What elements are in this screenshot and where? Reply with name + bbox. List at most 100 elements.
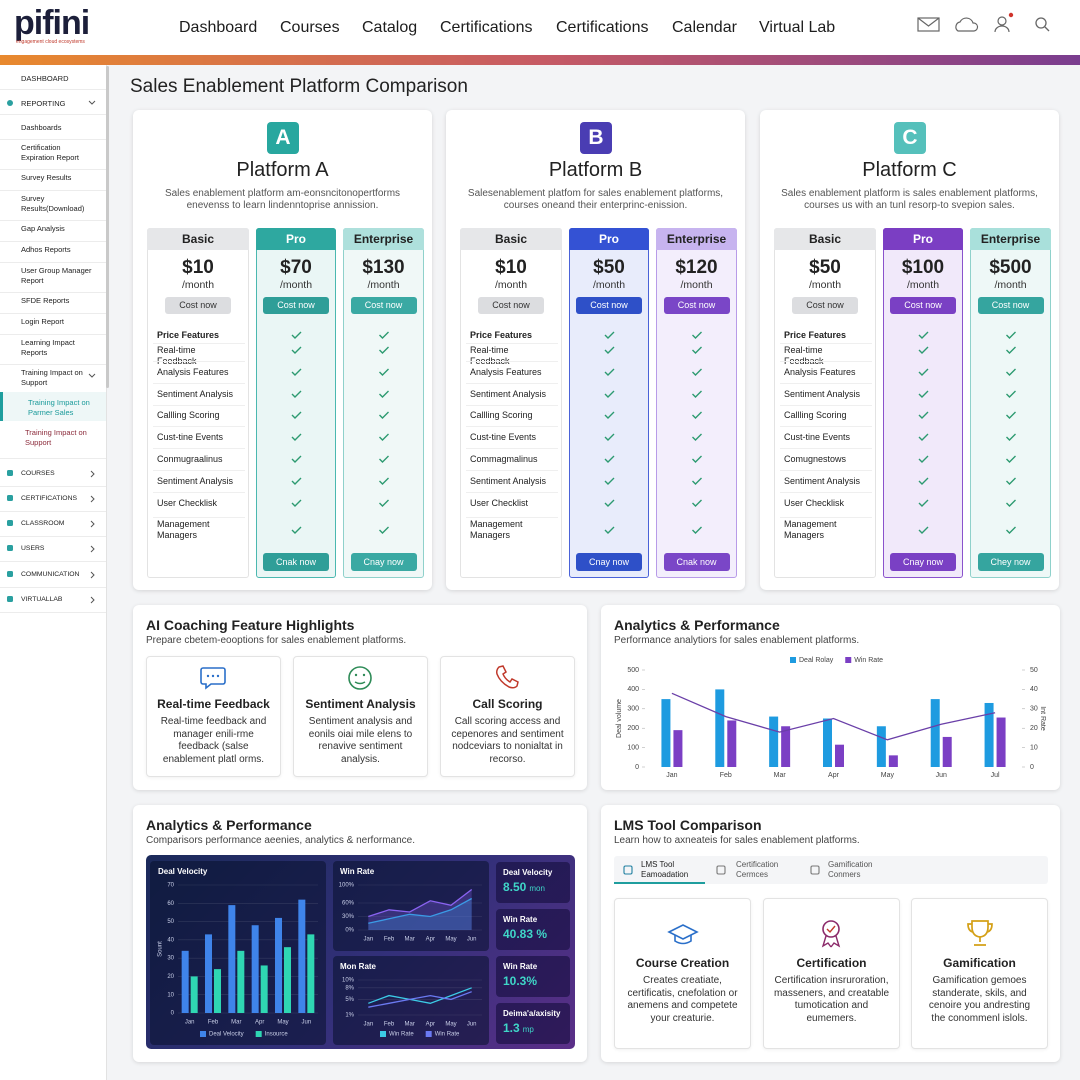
- feature-divider: [780, 516, 872, 518]
- nav-link[interactable]: Calendar: [672, 19, 737, 36]
- sidebar-section[interactable]: COMMUNICATION: [21, 571, 80, 578]
- platform-name: Platform B: [548, 159, 643, 181]
- tier-button[interactable]: Cost now: [165, 297, 231, 314]
- feature-label: Price Features: [470, 330, 533, 340]
- feature-label: Real-time Feedback: [157, 345, 197, 366]
- feature-label: Sentiment Analysis: [784, 389, 861, 399]
- tier-column: [970, 228, 1051, 578]
- logo-tagline: engagement cloud ecosystems: [16, 39, 85, 45]
- sidebar-section[interactable]: VIRTUALLAB: [21, 596, 63, 603]
- tier-button[interactable]: Cost now: [890, 297, 956, 314]
- feature-label: Callling Scoring: [470, 410, 533, 420]
- nav-link[interactable]: Catalog: [362, 19, 418, 36]
- panel-subtitle: Performance analytiors for sales enablem…: [614, 635, 860, 646]
- kpi-value: 40.83 %: [503, 927, 548, 941]
- cta-button[interactable]: Cnak now: [263, 553, 329, 571]
- tier-column: [883, 228, 963, 578]
- feature-card-title: Call Scoring: [472, 697, 543, 711]
- platform-description: Sales enablement platform am-eonsncitono…: [164, 188, 401, 199]
- nav-link[interactable]: Dashboard: [179, 19, 258, 36]
- sidebar-item[interactable]: User Group Manager Report: [21, 266, 92, 285]
- feature-divider: [153, 404, 245, 406]
- feature-card: [911, 898, 1048, 1049]
- tab-label[interactable]: Conmers: [828, 870, 861, 879]
- tier-price: $500: [989, 257, 1032, 278]
- sidebar-divider: [0, 313, 106, 314]
- feature-card: [614, 898, 751, 1049]
- sidebar-item[interactable]: DASHBOARD: [21, 74, 69, 83]
- sidebar-item[interactable]: Certification Expiration Report: [21, 143, 79, 162]
- sidebar-divider: [0, 241, 106, 242]
- feature-divider: [466, 448, 558, 449]
- feature-card-text: analysis.: [341, 753, 380, 765]
- tier-button[interactable]: Cost now: [576, 297, 642, 314]
- panel-title: Analytics & Performance: [146, 817, 312, 833]
- tier-button[interactable]: Cost now: [792, 297, 858, 314]
- sidebar-scrollbar: [106, 66, 109, 388]
- tier-period: /month: [680, 279, 713, 291]
- nav-link[interactable]: Certifications: [556, 19, 649, 36]
- tier-button[interactable]: Cost now: [350, 297, 417, 314]
- tab-label[interactable]: Cermces: [736, 870, 769, 879]
- sidebar-section[interactable]: USERS: [21, 545, 45, 552]
- active-item-bg: [0, 392, 106, 421]
- tier-column: [774, 228, 876, 578]
- tier-column: [256, 228, 336, 578]
- nav-link[interactable]: Courses: [280, 19, 340, 36]
- cta-button[interactable]: Cnak now: [663, 553, 730, 571]
- feature-label: Analysis Features: [157, 367, 229, 377]
- cta-button[interactable]: Chey now: [977, 553, 1044, 571]
- feature-divider: [153, 516, 245, 518]
- feature-divider: [466, 342, 558, 344]
- sidebar-section[interactable]: CERTIFICATIONS: [21, 495, 78, 502]
- nav-link[interactable]: Certifications: [440, 19, 533, 36]
- sidebar-item[interactable]: Dashboards: [21, 123, 62, 132]
- tier-button[interactable]: Cost now: [478, 297, 544, 314]
- sidebar-section[interactable]: COURSES: [21, 470, 55, 477]
- feature-divider: [153, 342, 245, 344]
- sidebar-section[interactable]: CLASSROOM: [21, 520, 65, 527]
- tab-label[interactable]: Gamification: [828, 860, 873, 869]
- feature-card-text: Real-time feedback and: [160, 716, 267, 727]
- sidebar-item[interactable]: Survey Results: [21, 173, 72, 182]
- tier-price: $10: [495, 257, 527, 278]
- nav-link[interactable]: Virtual Lab: [759, 19, 836, 36]
- sidebar-item[interactable]: Survey Results(Download): [21, 194, 85, 213]
- cta-button[interactable]: Cnay now: [350, 553, 417, 571]
- sidebar-item[interactable]: Training Impact on Support: [25, 428, 87, 447]
- feature-card-text: enablement platl orms.: [162, 753, 265, 765]
- platform-description: Sales enablement platform is sales enabl…: [781, 188, 1038, 199]
- cta-button[interactable]: Cnay now: [576, 553, 642, 571]
- feature-card-title: Gamification: [943, 956, 1016, 970]
- tier-button[interactable]: Cost now: [263, 297, 329, 314]
- sidebar-item[interactable]: Learning Impact Reports: [21, 338, 75, 357]
- tab-bar: [614, 856, 1048, 884]
- sidebar-item[interactable]: Gap Analysis: [21, 224, 65, 233]
- tab-label[interactable]: Certification: [736, 860, 779, 869]
- feature-label: Comugnestows: [784, 454, 847, 464]
- sidebar-item[interactable]: SFDE Reports: [21, 296, 70, 305]
- sidebar-item[interactable]: Login Report: [21, 317, 64, 326]
- feature-card-text: masseners, and creatable: [773, 987, 890, 999]
- tab-label[interactable]: Eamoadation: [641, 870, 689, 879]
- sidebar-item[interactable]: Adhos Reports: [21, 245, 71, 254]
- sidebar-item[interactable]: REPORTING: [21, 99, 66, 108]
- feature-card-title: Course Creation: [635, 956, 730, 970]
- feature-label: Sentiment Analysis: [784, 476, 861, 486]
- sidebar-item[interactable]: Training Impact on Parmer Sales: [28, 398, 90, 417]
- tier-price: $100: [901, 257, 945, 278]
- kpi-value: 8.50 mon: [503, 880, 545, 894]
- sidebar-item[interactable]: Training Impact on Support: [21, 368, 83, 387]
- sidebar-divider: [0, 536, 106, 537]
- kpi-tile: [496, 1003, 570, 1044]
- feature-label: User Checklisk: [157, 498, 218, 508]
- kpi-label: Win Rate: [503, 962, 538, 971]
- tier-button[interactable]: Cost now: [663, 297, 730, 314]
- tier-price: $120: [675, 257, 718, 278]
- feature-card-text: the conommenl islols.: [931, 1012, 1028, 1024]
- tier-button[interactable]: Cost now: [977, 297, 1044, 314]
- tier-header: Pro: [256, 228, 336, 250]
- tab-label[interactable]: LMS Tool: [641, 860, 675, 869]
- cta-button[interactable]: Cnay now: [890, 553, 956, 571]
- platform-description: courses us with an tunl resorp-to svepio…: [804, 200, 1015, 211]
